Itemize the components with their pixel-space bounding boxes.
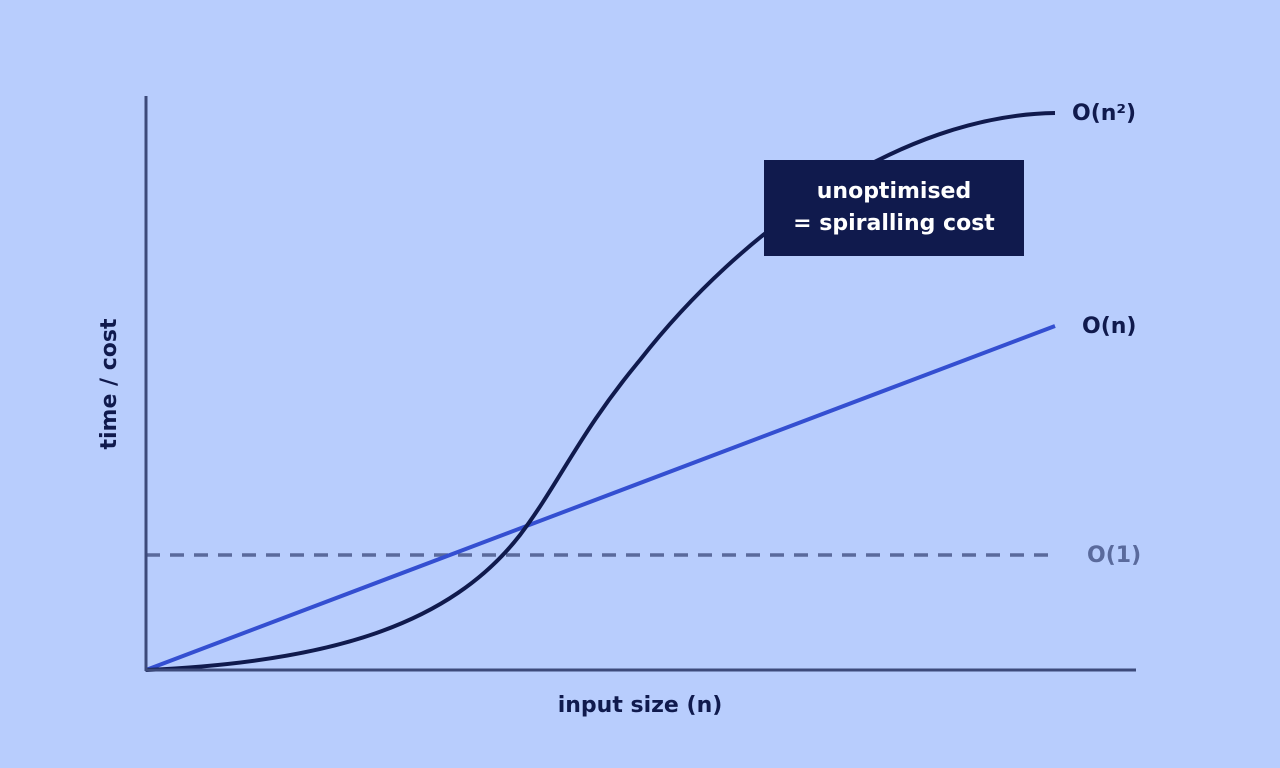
linear-line bbox=[145, 324, 1056, 672]
curve-label: O(n) bbox=[1082, 314, 1136, 339]
curve-label: O(1) bbox=[1087, 543, 1141, 568]
curve-label: O(n²) bbox=[1072, 101, 1136, 126]
y-axis-label: time / cost bbox=[97, 318, 122, 450]
x-axis-label: input size (n) bbox=[558, 693, 723, 718]
callout-box bbox=[764, 160, 1024, 256]
callout-text: = spiralling cost bbox=[793, 211, 995, 236]
callout-text: unoptimised bbox=[817, 179, 971, 204]
